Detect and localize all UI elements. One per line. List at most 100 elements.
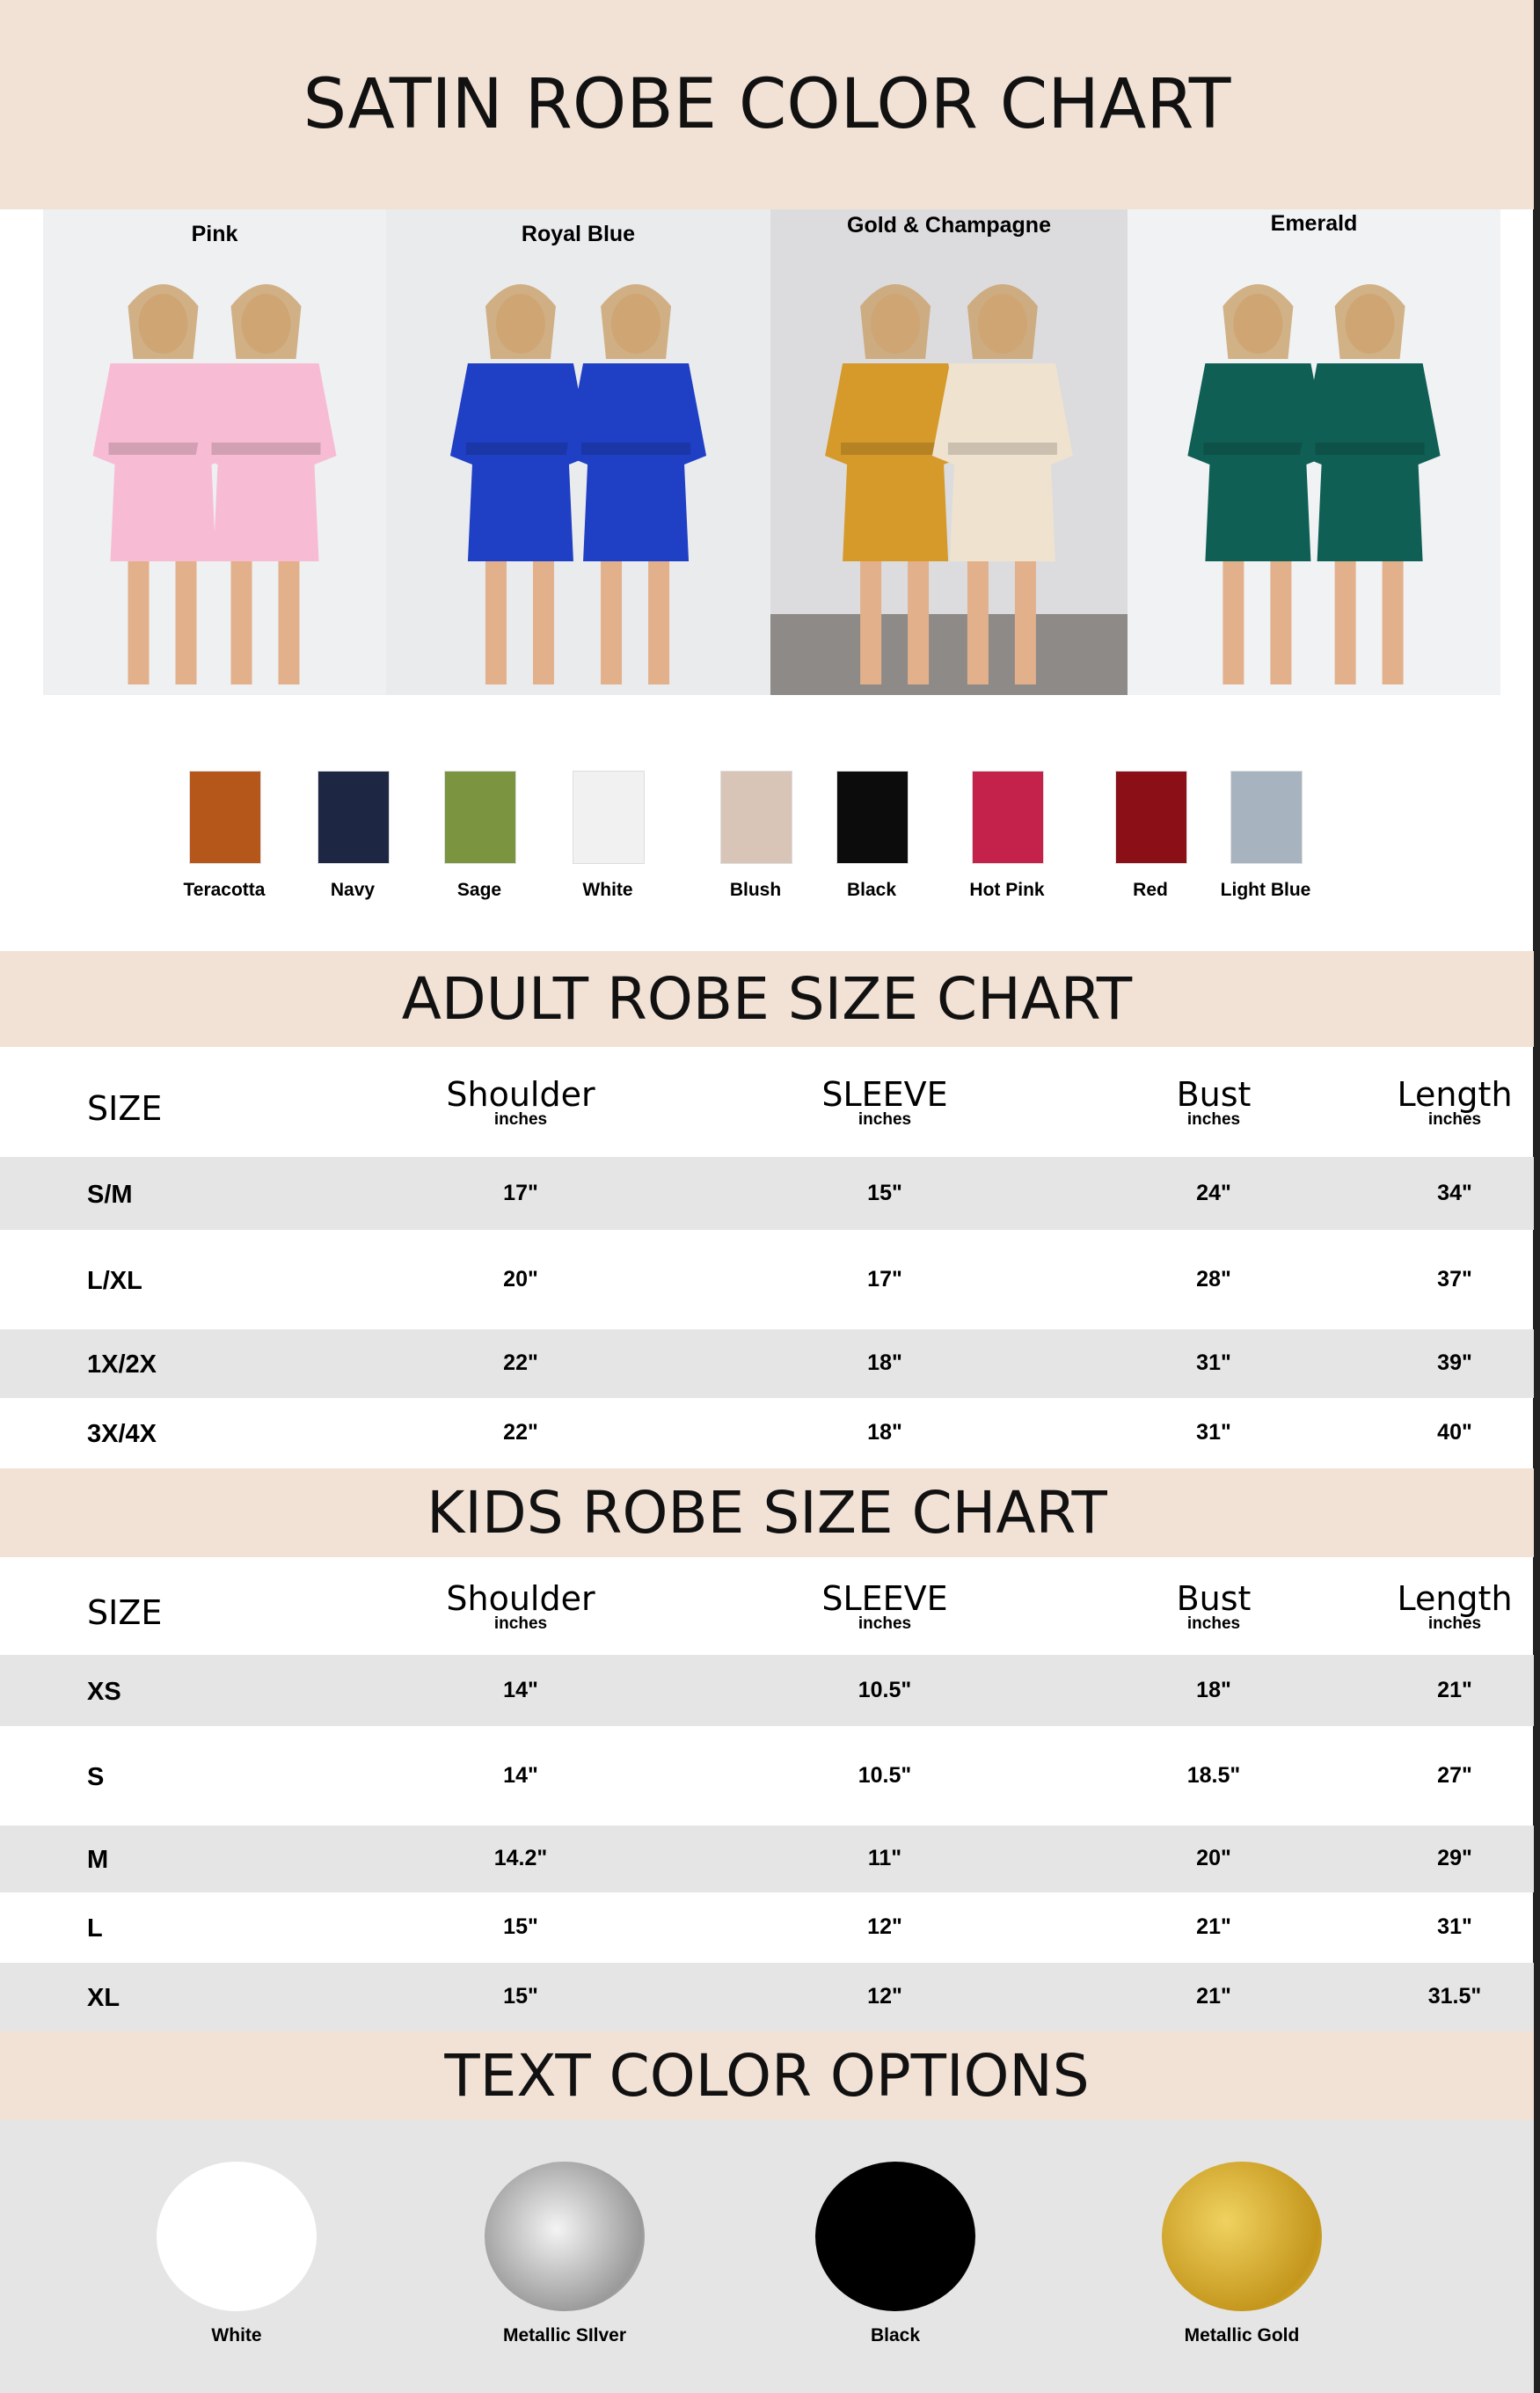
swatch-label: Navy [330, 880, 376, 900]
measurement-cell: 37" [1437, 1266, 1472, 1292]
swatch-black [836, 771, 909, 864]
column-header: SLEEVE inches [788, 1078, 982, 1128]
swatch-label: Black [846, 880, 897, 900]
table-row: XL 15" 12" 21" 31.5" [0, 1963, 1534, 2031]
swatch-light-blue [1230, 771, 1303, 864]
measurement-cell: 31" [1196, 1350, 1231, 1375]
column-header-label: Length [1397, 1578, 1513, 1618]
photo-emerald: Emerald [1128, 209, 1500, 695]
measurement-cell: 20" [1196, 1846, 1231, 1870]
column-header-unit: inches [858, 1614, 912, 1633]
table-row: 3X/4X 22" 18" 31" 40" [0, 1398, 1534, 1468]
table-row: L 15" 12" 21" 31" [0, 1892, 1534, 1963]
table-row: 1X/2X 22" 18" 31" 39" [0, 1329, 1534, 1398]
color-option-metallic-gold [1162, 2162, 1322, 2311]
measurement-cell: 20" [503, 1266, 538, 1292]
swatch-white [573, 771, 645, 864]
swatch-sage [444, 771, 516, 864]
photo-label: Pink [191, 222, 238, 246]
robe-models-image [1128, 209, 1500, 695]
column-header: Length inches [1358, 1582, 1540, 1632]
measurement-cell: 15" [503, 1914, 538, 1939]
swatch-label: Teracotta [183, 880, 266, 900]
right-border [1533, 0, 1540, 2393]
size-cell: XS [87, 1677, 121, 1706]
size-cell: 3X/4X [87, 1420, 157, 1448]
swatch-label: Hot Pink [969, 880, 1045, 900]
column-header-label: SLEEVE [821, 1074, 948, 1114]
kids-size-chart-title: KIDS ROBE SIZE CHART [0, 1468, 1534, 1557]
text-color-options-title: TEXT COLOR OPTIONS [0, 2031, 1534, 2120]
column-header-unit: inches [493, 1614, 548, 1633]
column-header: Bust inches [1117, 1582, 1310, 1632]
column-header: Bust inches [1117, 1078, 1310, 1128]
measurement-cell: 28" [1196, 1266, 1231, 1292]
measurement-cell: 22" [503, 1420, 538, 1445]
table-row: S/M 17" 15" 24" 34" [0, 1157, 1534, 1230]
measurement-cell: 22" [503, 1350, 538, 1375]
page-title: SATIN ROBE COLOR CHART [0, 0, 1534, 209]
measurement-cell: 14" [503, 1677, 538, 1702]
table-header: SIZE Shoulder inches SLEEVE inches Bust inches… [0, 1047, 1534, 1157]
column-header: SIZE [87, 1596, 162, 1629]
photo-label: Gold & Champagne [847, 213, 1051, 238]
swatch-label: Blush [729, 880, 782, 900]
measurement-cell: 15" [867, 1180, 902, 1205]
table-row: L/XL 20" 17" 28" 37" [0, 1230, 1534, 1329]
size-cell: L/XL [87, 1266, 142, 1295]
table-row: XS 14" 10.5" 18" 21" [0, 1655, 1534, 1726]
adult-size-chart-title: ADULT ROBE SIZE CHART [0, 951, 1534, 1047]
swatch-label: Red [1133, 880, 1168, 900]
size-cell: XL [87, 1984, 120, 2012]
measurement-cell: 21" [1196, 1914, 1231, 1939]
column-header-unit: inches [1427, 1614, 1482, 1633]
measurement-cell: 12" [867, 1914, 902, 1939]
robe-models-image [43, 209, 386, 695]
size-cell: S [87, 1762, 105, 1791]
column-header-label: Bust [1176, 1578, 1252, 1618]
column-header-label: SIZE [87, 1088, 163, 1128]
text-color-options: White Metallic SIlver Black Metallic Gold [0, 2120, 1534, 2393]
measurement-cell: 21" [1437, 1677, 1472, 1702]
robe-models-image [386, 209, 770, 695]
table-row: S 14" 10.5" 18.5" 27" [0, 1726, 1534, 1826]
table-header: SIZE Shoulder inches SLEEVE inches Bust inches… [0, 1557, 1534, 1655]
column-header-unit: inches [1186, 1614, 1241, 1633]
robe-models-image [770, 209, 1128, 695]
measurement-cell: 17" [867, 1266, 902, 1292]
swatch-hot-pink [972, 771, 1044, 864]
photo-label: Royal Blue [521, 222, 636, 246]
measurement-cell: 15" [503, 1984, 538, 2009]
column-header-unit: inches [1186, 1109, 1241, 1129]
column-header: Shoulder inches [424, 1582, 617, 1632]
color-option-label: Metallic SIlver [502, 2325, 627, 2345]
color-option-label: Black [870, 2325, 921, 2345]
measurement-cell: 18" [867, 1350, 902, 1375]
column-header-label: SLEEVE [821, 1578, 948, 1618]
column-header-unit: inches [493, 1109, 548, 1129]
swatch-label: White [582, 880, 633, 900]
column-header-unit: inches [858, 1109, 912, 1129]
measurement-cell: 24" [1196, 1180, 1231, 1205]
measurement-cell: 14.2" [493, 1846, 548, 1870]
measurement-cell: 11" [867, 1846, 902, 1870]
photo-label: Emerald [1270, 211, 1358, 236]
swatch-teracotta [189, 771, 261, 864]
measurement-cell: 21" [1196, 1984, 1231, 2009]
measurement-cell: 31" [1196, 1420, 1231, 1445]
measurement-cell: 34" [1437, 1180, 1472, 1205]
column-header: Shoulder inches [424, 1078, 617, 1128]
color-option-label: White [211, 2325, 262, 2345]
measurement-cell: 27" [1437, 1762, 1472, 1788]
measurement-cell: 17" [503, 1180, 538, 1205]
measurement-cell: 10.5" [858, 1677, 912, 1702]
measurement-cell: 18" [867, 1420, 902, 1445]
robe-photos: Pink Royal Blue Gold & Champagne [43, 209, 1500, 695]
size-cell: M [87, 1846, 109, 1874]
column-header-label: Length [1397, 1074, 1513, 1114]
measurement-cell: 14" [503, 1762, 538, 1788]
column-header: SIZE [87, 1092, 162, 1125]
column-header-label: SIZE [87, 1592, 163, 1632]
swatch-label: Sage [456, 880, 502, 900]
column-header-label: Shoulder [446, 1578, 595, 1618]
